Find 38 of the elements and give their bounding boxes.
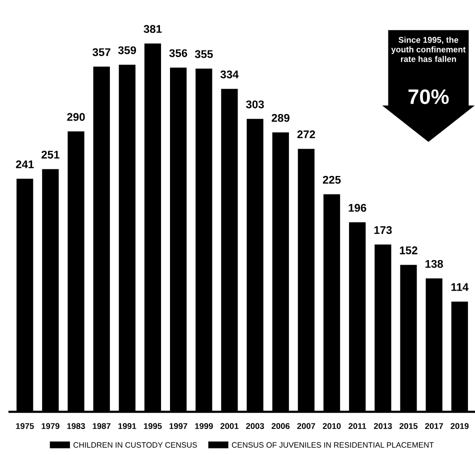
data-label: 225 [322,176,341,184]
x-tick-label: 2006 [272,423,290,430]
x-tick-label: 2013 [374,423,392,430]
x-tick-label: 1987 [92,423,110,430]
x-tick-label: 2003 [246,423,264,430]
x-tick-label: 2010 [322,423,341,430]
data-label: 114 [451,283,469,291]
data-label: 356 [169,49,188,58]
data-label: 152 [400,246,418,254]
data-label: 381 [144,25,162,33]
data-label: 289 [272,114,290,122]
data-label: 355 [194,50,213,58]
x-tick-label: 2011 [348,423,366,430]
data-label: 290 [67,113,85,121]
data-label: 173 [374,226,392,234]
x-tick-label: 2019 [450,423,469,430]
data-label: 241 [16,160,34,168]
annotation: 70% [408,89,449,104]
data-label: 196 [348,204,366,212]
x-tick-label: 2017 [425,423,443,430]
x-tick-label: 1999 [195,423,213,430]
annotation: Since 1995, the youth confinement rate has fallen [391,36,466,62]
x-tick-label: 1979 [42,423,60,430]
x-tick-label: 1995 [144,423,162,430]
x-tick-label: 2007 [297,423,316,430]
x-tick-label: 1975 [16,423,34,430]
data-label: 251 [42,150,60,159]
data-label: 359 [118,46,136,54]
data-label: 138 [426,260,444,268]
data-label: 357 [92,48,110,56]
data-label: 334 [220,70,239,78]
data-label: 303 [246,100,264,108]
x-tick-label: 2001 [220,423,238,430]
x-tick-label: 1997 [170,423,188,430]
x-tick-label: 2015 [400,423,418,430]
data-label: 272 [297,130,316,138]
x-tick-label: 1991 [118,423,136,430]
x-tick-label: 1983 [67,423,85,430]
